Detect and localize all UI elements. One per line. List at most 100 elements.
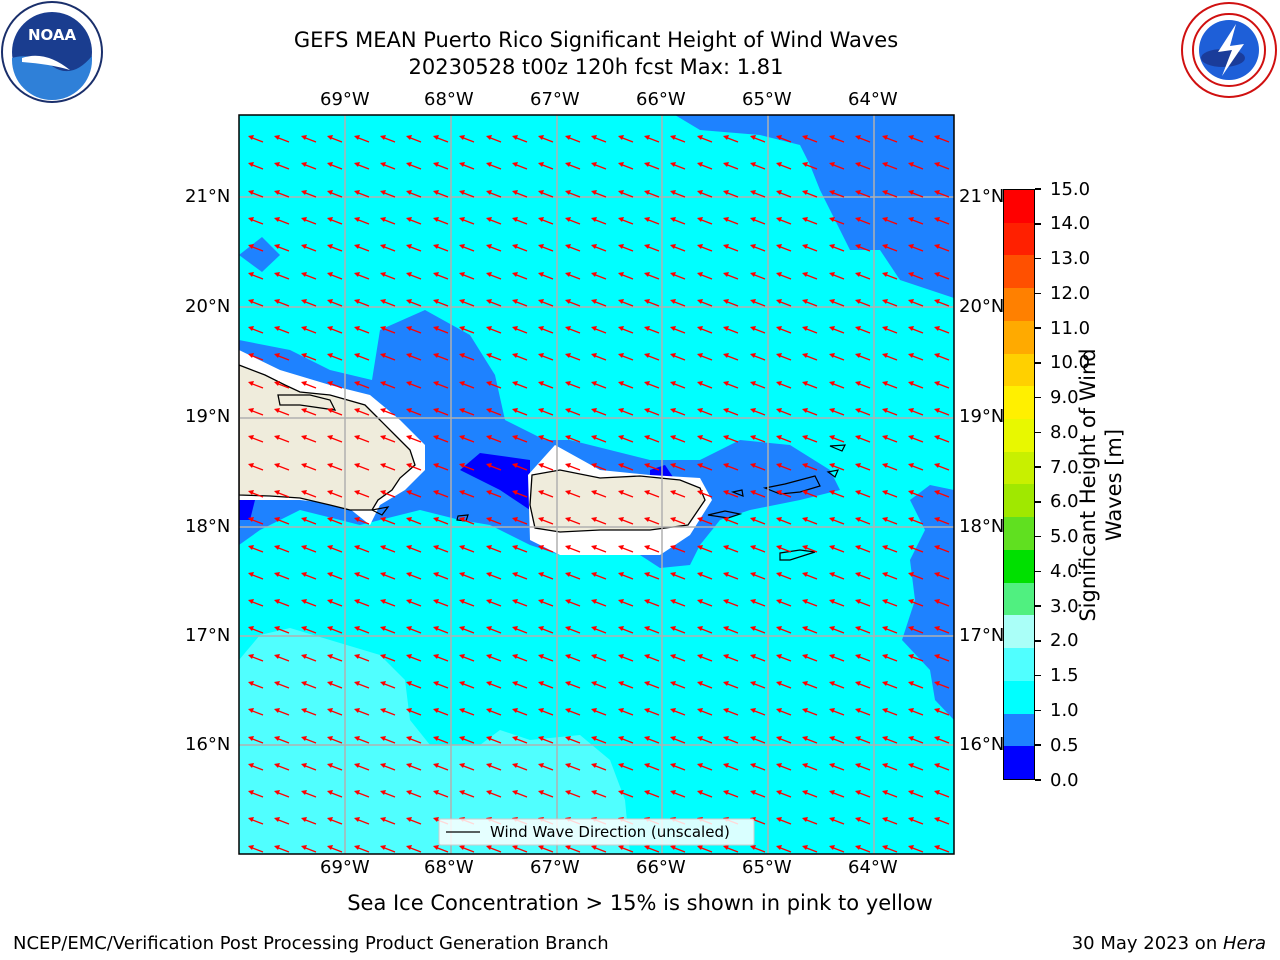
wave-direction-arrow (908, 408, 924, 416)
wave-direction-arrow (406, 517, 422, 525)
wave-direction-arrow (934, 408, 950, 416)
wave-direction-arrow (855, 599, 871, 607)
wave-direction-arrow (618, 326, 634, 334)
wave-direction-arrow (855, 408, 871, 416)
wave-direction-arrow (248, 463, 264, 471)
wave-direction-arrow (274, 790, 290, 798)
wave-direction-arrow (274, 135, 290, 143)
wave-direction-arrow (248, 517, 264, 525)
wave-direction-arrow (327, 190, 343, 198)
wave-direction-arrow (486, 736, 502, 744)
wave-direction-arrow (644, 326, 660, 334)
wave-direction-arrow (380, 599, 396, 607)
wave-direction-arrow (538, 408, 554, 416)
wave-direction-arrow (618, 517, 634, 525)
wave-direction-arrow (512, 217, 528, 225)
wave-direction-arrow (750, 435, 766, 443)
wave-direction-arrow (512, 272, 528, 280)
wave-direction-arrow (882, 435, 898, 443)
colorbar-tick-label: 10.0 (1050, 352, 1091, 374)
lat-label-right: 16°N (959, 734, 1005, 755)
wave-direction-arrow (380, 626, 396, 634)
wave-direction-arrow (750, 408, 766, 416)
wave-direction-arrow (274, 408, 290, 416)
wave-direction-arrow (301, 708, 317, 716)
wave-direction-arrow (406, 572, 422, 580)
wave-direction-arrow (591, 517, 607, 525)
wave-direction-arrow (327, 817, 343, 825)
wave-direction-arrow (829, 490, 845, 498)
wave-direction-arrow (697, 736, 713, 744)
wave-direction-arrow (459, 299, 475, 307)
wave-direction-arrow (934, 435, 950, 443)
wave-direction-arrow (697, 299, 713, 307)
wave-direction-arrow (802, 244, 818, 252)
wave-direction-arrow (829, 435, 845, 443)
lat-label-right: 20°N (959, 296, 1005, 317)
wave-direction-arrow (459, 845, 475, 853)
wave-direction-arrow (248, 572, 264, 580)
colorbar-band (1004, 222, 1034, 256)
wave-direction-arrow (565, 435, 581, 443)
colorbar-tick-label: 7.0 (1050, 456, 1079, 478)
wave-direction-arrow (829, 381, 845, 389)
wave-direction-arrow (802, 463, 818, 471)
wave-direction-arrow (565, 572, 581, 580)
wave-direction-arrow (380, 299, 396, 307)
wave-direction-arrow (248, 790, 264, 798)
wave-direction-arrow (512, 244, 528, 252)
wave-direction-arrow (486, 845, 502, 853)
wave-direction-arrow (459, 517, 475, 525)
wave-direction-arrow (855, 190, 871, 198)
wave-direction-arrow (934, 736, 950, 744)
wave-direction-arrow (459, 572, 475, 580)
wave-direction-arrow (433, 599, 449, 607)
wave-direction-arrow (591, 763, 607, 771)
wave-direction-arrow (697, 326, 713, 334)
wave-direction-arrow (776, 599, 792, 607)
wave-direction-arrow (855, 654, 871, 662)
wave-direction-arrow (565, 217, 581, 225)
wave-direction-arrow (512, 463, 528, 471)
wave-direction-arrow (882, 572, 898, 580)
wave-direction-arrow (618, 463, 634, 471)
wave-direction-arrow (934, 599, 950, 607)
wave-direction-arrow (274, 626, 290, 634)
wave-direction-arrow (459, 190, 475, 198)
wave-direction-arrow (670, 326, 686, 334)
colorbar-tick-label: 4.0 (1050, 560, 1079, 582)
wave-direction-arrow (723, 681, 739, 689)
wave-direction-arrow (274, 326, 290, 334)
colorbar-band (1004, 353, 1034, 387)
wave-direction-arrow (354, 244, 370, 252)
wave-direction-arrow (829, 681, 845, 689)
wave-direction-arrow (565, 326, 581, 334)
wave-direction-arrow (644, 190, 660, 198)
wave-direction-arrow (512, 299, 528, 307)
wave-direction-arrow (670, 626, 686, 634)
wave-direction-arrow (934, 654, 950, 662)
wave-direction-arrow (459, 244, 475, 252)
wave-direction-arrow (433, 654, 449, 662)
wave-direction-arrow (723, 135, 739, 143)
wave-direction-arrow (565, 517, 581, 525)
wave-direction-arrow (750, 599, 766, 607)
wave-direction-arrow (248, 299, 264, 307)
wave-direction-arrow (670, 763, 686, 771)
map-frame (238, 114, 955, 855)
wave-direction-arrow (538, 654, 554, 662)
wave-direction-arrow (565, 190, 581, 198)
wave-direction-arrow (354, 353, 370, 361)
wave-direction-arrow (354, 708, 370, 716)
wave-direction-arrow (670, 381, 686, 389)
wave-direction-arrow (644, 790, 660, 798)
wave-direction-arrow (723, 790, 739, 798)
wave-direction-arrow (512, 626, 528, 634)
wave-direction-arrow (697, 545, 713, 553)
wave-direction-arrow (538, 135, 554, 143)
wave-direction-arrow (512, 790, 528, 798)
wave-direction-arrow (459, 381, 475, 389)
wave-direction-arrow (855, 708, 871, 716)
colorbar-band (1004, 648, 1034, 681)
wave-direction-arrow (380, 545, 396, 553)
